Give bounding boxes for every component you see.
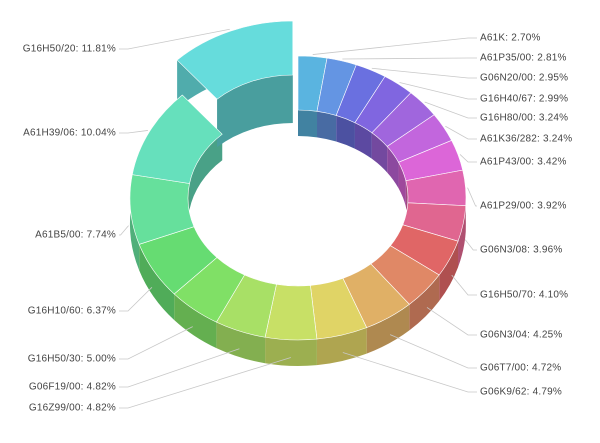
leader-line <box>119 326 193 360</box>
leader-line <box>371 67 477 79</box>
slice-outer-side <box>139 244 175 320</box>
data-label: A61H39/06: 10.04% <box>23 128 116 139</box>
leader-line <box>119 28 230 50</box>
data-label: G16H50/20: 11.81% <box>23 44 116 55</box>
data-label: G16H50/70: 4.10% <box>480 290 568 301</box>
leader-line <box>451 274 477 296</box>
slice-inner-side <box>398 162 406 207</box>
data-label: A61P29/00: 3.92% <box>480 201 567 212</box>
data-label: G16H40/67: 2.99% <box>480 94 568 105</box>
data-label: G16H50/30: 5.00% <box>28 354 116 365</box>
data-label: A61K: 2.70% <box>480 33 541 44</box>
labels: A61K: 2.70% A61P35/00: 2.81% G06N20/00: 2.… <box>23 28 572 414</box>
data-label: G06F19/00: 4.82% <box>29 382 116 393</box>
slice-outer-side <box>439 241 459 301</box>
slice: A61H39/06 <box>131 94 223 184</box>
data-label: A61P43/00: 3.42% <box>480 157 567 168</box>
leader-line <box>342 352 477 393</box>
slice-inner-side <box>405 180 408 229</box>
leader-line <box>424 101 477 119</box>
slice-inner-side <box>336 115 355 149</box>
leader-line <box>312 37 477 55</box>
slice-outer-side <box>174 293 217 349</box>
leader-line <box>119 130 148 134</box>
slice-outer-side <box>216 322 266 364</box>
data-label: G06N20/00: 2.95% <box>480 73 568 84</box>
leader-line <box>119 357 291 409</box>
data-label: G16H80/00: 3.24% <box>480 113 568 124</box>
leader-line <box>445 125 477 140</box>
slice-inner-side <box>354 122 372 159</box>
data-label: G06N3/08: 3.96% <box>480 245 563 256</box>
slice-inner-side <box>189 134 223 210</box>
leader-line <box>119 348 240 388</box>
data-label: A61B5/00: 7.74% <box>35 230 116 241</box>
leader-line <box>459 154 477 163</box>
data-label: A61K36/282: 3.24% <box>480 134 572 145</box>
data-label: A61P35/00: 2.81% <box>480 53 567 64</box>
slice-inner-side <box>387 146 399 189</box>
data-label: G06T7/00: 4.72% <box>480 363 561 374</box>
slice: G16H50/20 <box>176 20 294 100</box>
slice-outer-side <box>129 174 140 271</box>
data-label: G16Z99/00: 4.82% <box>29 403 116 414</box>
slice-inner-side <box>217 74 293 148</box>
slice-inner-side <box>317 111 337 142</box>
leader-line <box>119 225 129 236</box>
leader-line <box>467 187 477 207</box>
leader-line <box>342 57 477 60</box>
slice-inner-side <box>298 110 318 138</box>
data-label: G16H10/60: 6.37% <box>28 306 116 317</box>
slice-outer-side <box>366 304 410 354</box>
slice-outer-side <box>409 274 440 331</box>
data-label: G06K9/62: 4.79% <box>480 387 562 398</box>
slice-tops: A61KA61P35/00G06N20/00G16H40/67G16H80/00… <box>129 20 467 341</box>
leader-line <box>426 307 477 336</box>
slice-outer-side <box>265 337 317 366</box>
leader-line <box>464 239 477 251</box>
data-label: G06N3/04: 4.25% <box>480 330 563 341</box>
leader-line <box>389 334 477 369</box>
leader-line <box>119 287 153 312</box>
leader-line <box>399 82 477 100</box>
